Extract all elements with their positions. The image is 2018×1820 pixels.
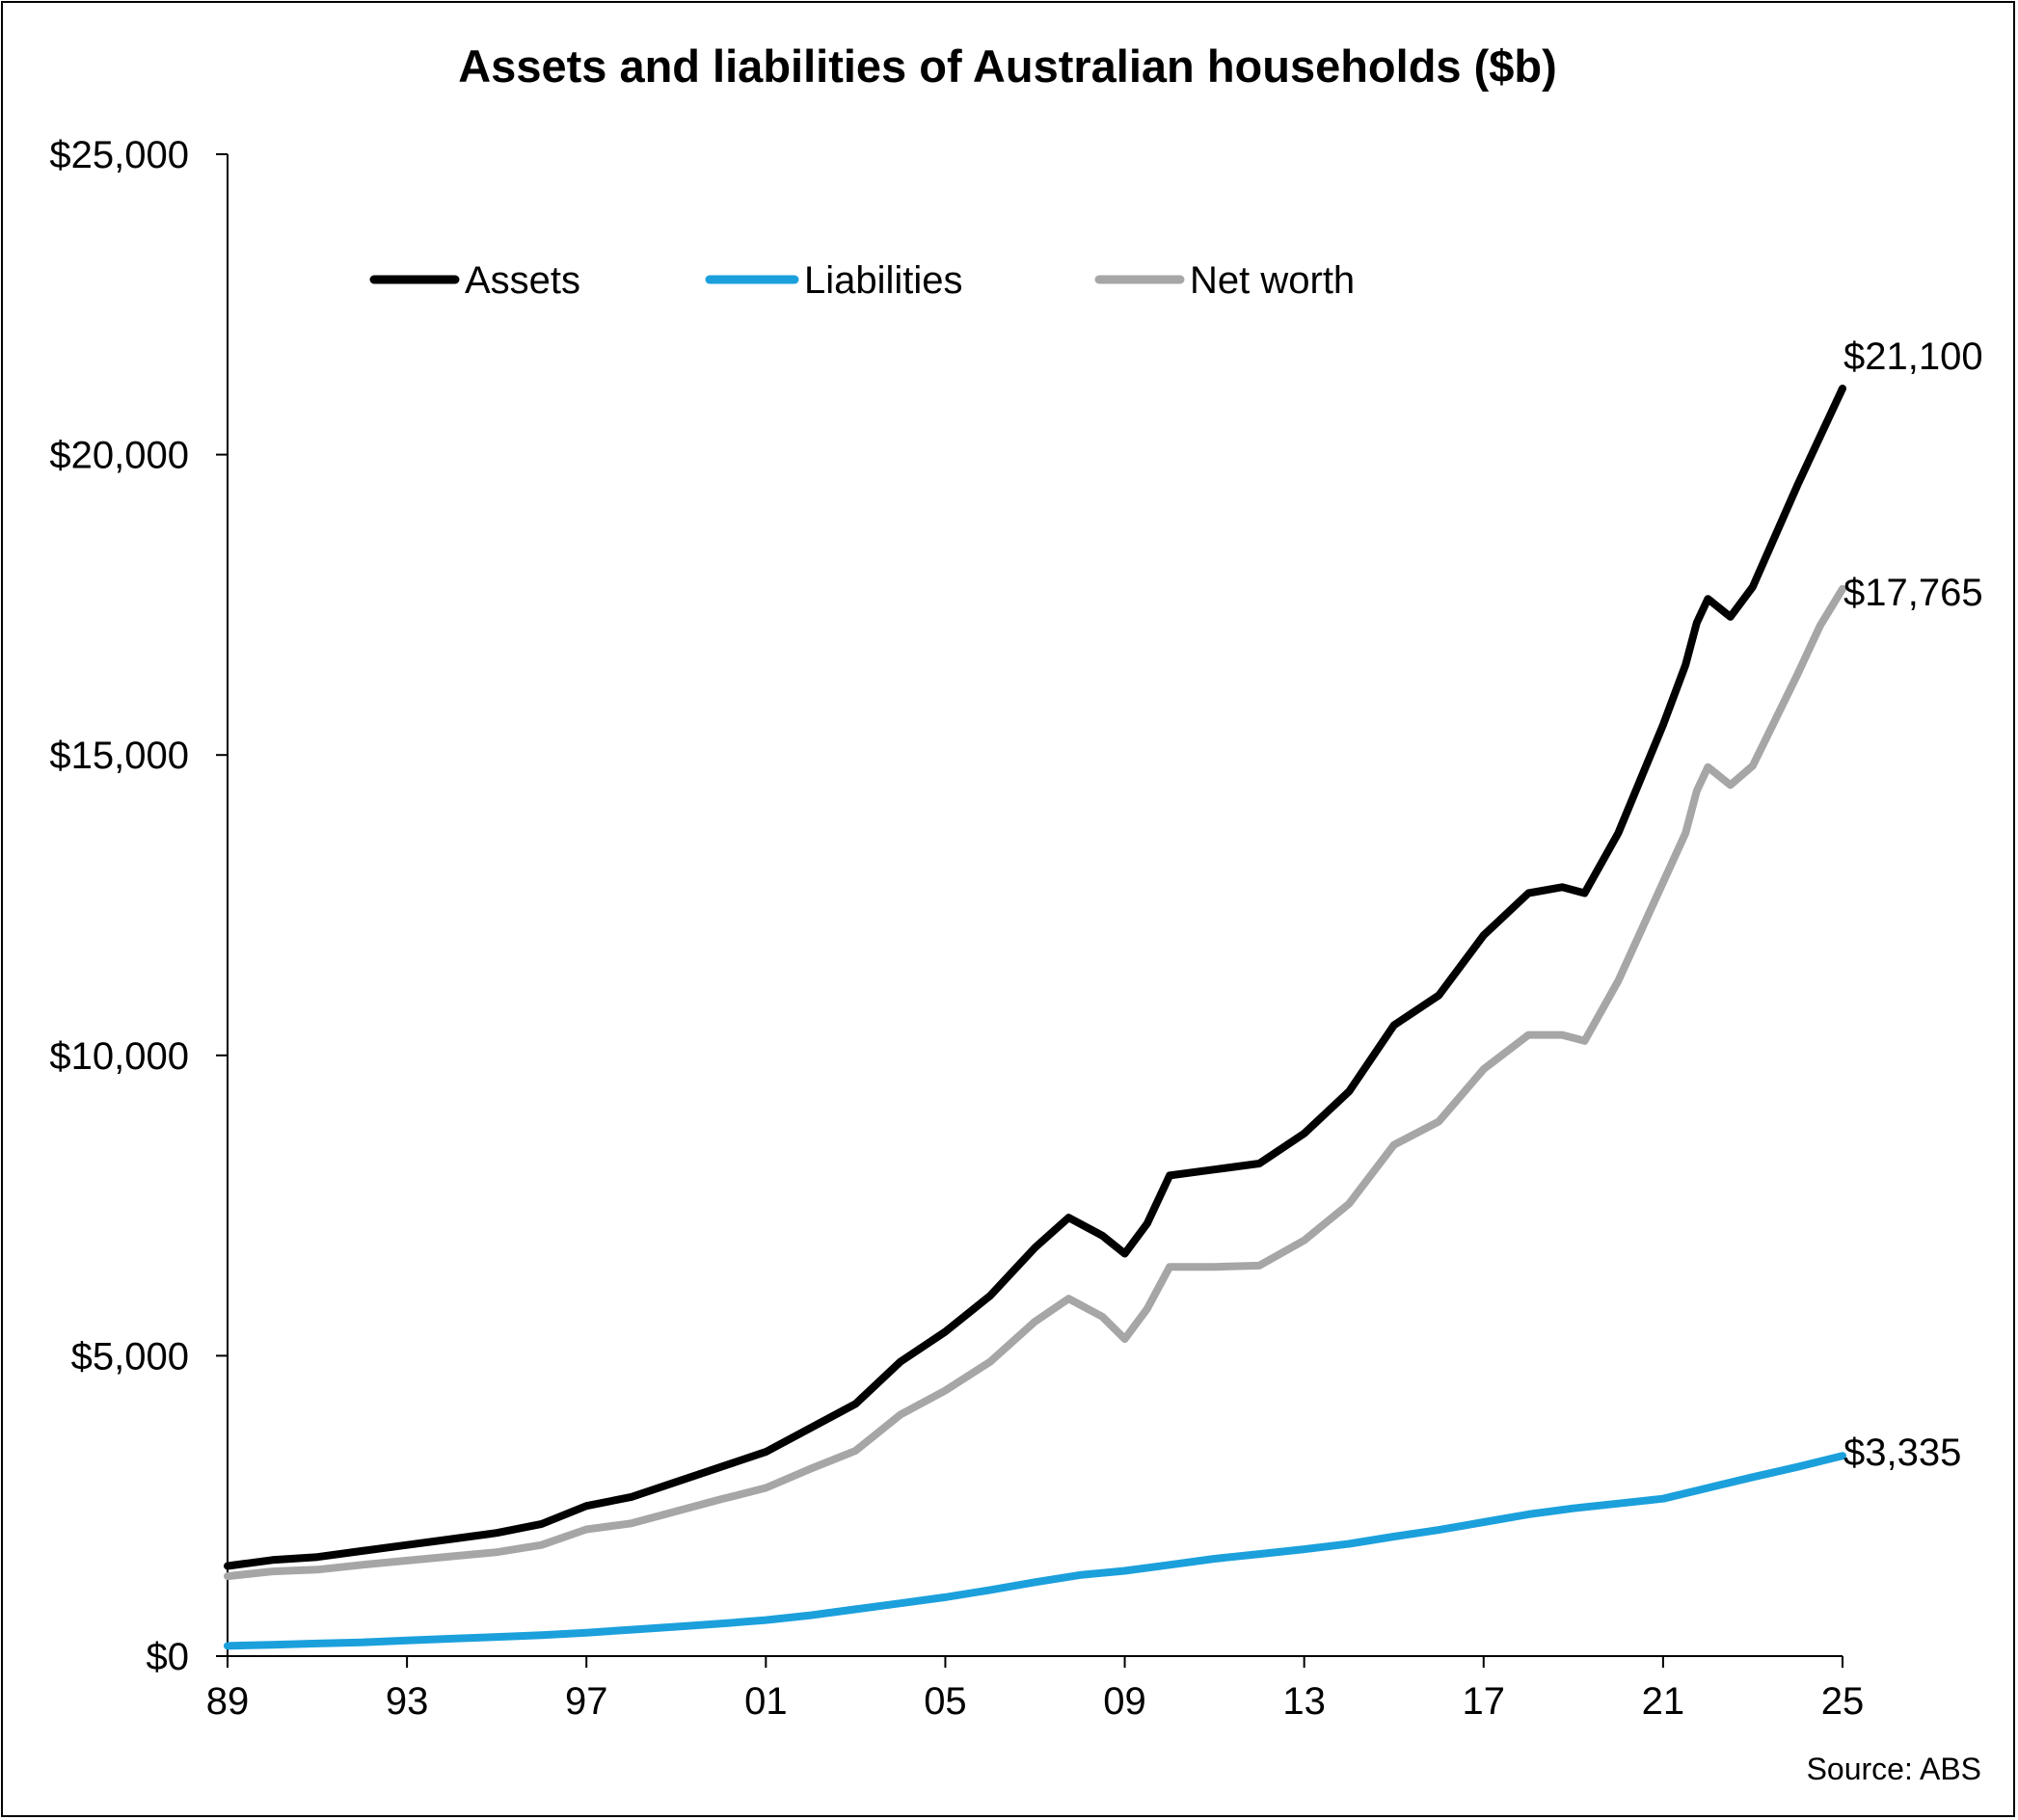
axes [227,154,1843,1657]
x-tick-label: 93 [386,1680,429,1723]
x-tick-label: 13 [1282,1680,1326,1723]
y-tick-label: $15,000 [49,735,189,777]
legend: Assets Liabilities Net worth [369,259,1355,302]
series-line-liabilities [224,1452,1846,1650]
x-axis-ticks: 89 93 97 01 05 09 13 17 21 25 [206,1656,1865,1723]
x-tick-label: 05 [924,1680,967,1723]
end-label-assets: $21,100 [1843,335,1983,378]
legend-label-assets: Assets [465,259,580,302]
y-tick-label: $5,000 [71,1335,189,1378]
x-tick-label: 21 [1642,1680,1685,1723]
x-tick-label: 89 [206,1680,250,1723]
legend-label-liabilities: Liabilities [804,259,963,302]
end-labels: $21,100 $3,335 $17,765 [1843,335,1983,1474]
x-tick-label: 25 [1821,1680,1865,1723]
y-tick-label: $25,000 [49,134,189,176]
y-axis-ticks: $0 $5,000 $10,000 $15,000 $20,000 $25,000 [49,134,228,1678]
series-line-net-worth [224,584,1846,1581]
x-tick-label: 01 [744,1680,788,1723]
end-label-net-worth: $17,765 [1843,572,1983,614]
series-lines [224,385,1846,1650]
chart-title: Assets and liabilities of Australian hou… [458,40,1557,92]
x-tick-label: 09 [1103,1680,1146,1723]
x-tick-label: 17 [1463,1680,1506,1723]
series-line-assets [224,385,1846,1570]
source-note: Source: ABS [1807,1752,1981,1786]
y-tick-label: $20,000 [49,435,189,477]
y-tick-label: $0 [147,1636,190,1678]
x-tick-label: 97 [565,1680,608,1723]
legend-label-net-worth: Net worth [1190,259,1355,302]
end-label-liabilities: $3,335 [1843,1432,1961,1474]
y-tick-label: $10,000 [49,1035,189,1078]
